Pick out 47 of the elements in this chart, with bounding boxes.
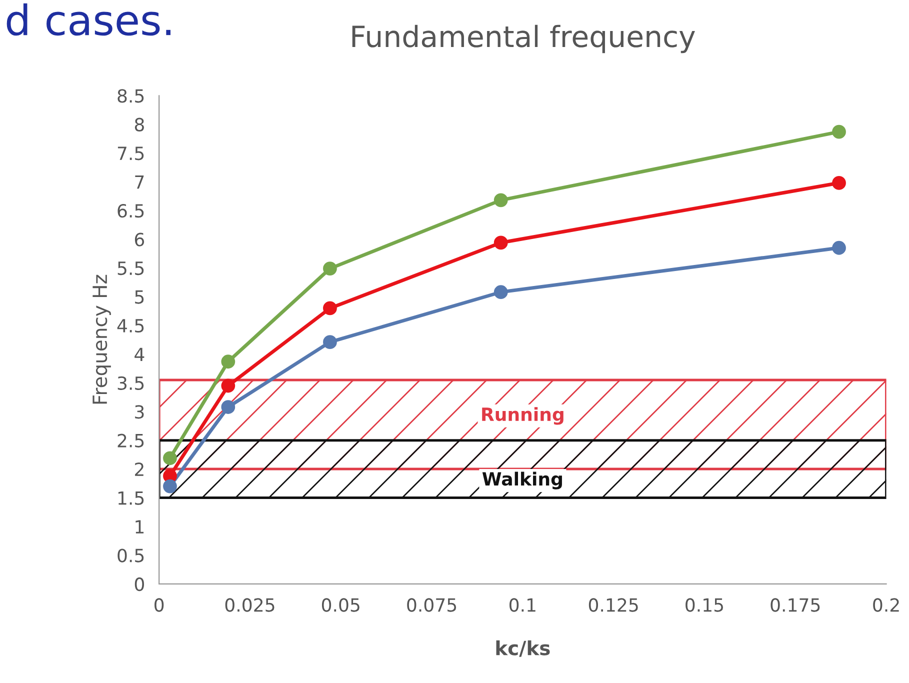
y-tick-label: 5: [135, 290, 144, 304]
point: [494, 236, 508, 250]
point: [832, 176, 846, 190]
y-tick-label: 2: [135, 462, 144, 476]
y-tick-label: 1.5: [118, 491, 144, 505]
point: [832, 240, 846, 255]
x-tick-label: 0.125: [588, 598, 638, 612]
point: [323, 335, 337, 350]
y-tick-label: 1: [136, 520, 144, 534]
x-tick-label: 0.025: [225, 598, 274, 612]
y-axis-title: Frequency Hz: [92, 274, 111, 404]
x-tick-label: 0.15: [686, 598, 723, 612]
point: [221, 378, 236, 393]
y-tick-label: 4: [134, 348, 144, 362]
point: [494, 285, 508, 300]
y-tick-label: 5.5: [118, 262, 144, 276]
point: [163, 479, 177, 494]
y-tick-label: 6.5: [118, 204, 144, 218]
y-tick-label: 7.5: [118, 146, 144, 160]
x-tick-label: 0: [154, 598, 164, 612]
x-tick-label: 0.175: [770, 598, 820, 612]
x-tick-label: 0.05: [322, 598, 360, 612]
y-tick-label: 6: [134, 232, 144, 246]
point: [163, 451, 177, 466]
y-tick-label: 3.5: [118, 376, 144, 390]
x-tick-label: 0.2: [873, 598, 899, 612]
band-label: Running: [482, 407, 564, 425]
text: d cases.: [6, 3, 170, 36]
y-tick-label: 7: [135, 175, 144, 189]
y-tick-label: 4.5: [117, 319, 144, 333]
point: [832, 124, 846, 139]
x-axis-title: kc/ks: [496, 640, 550, 657]
y-tick-label: 8.5: [118, 89, 144, 103]
band-label: Walking: [482, 472, 562, 490]
y-tick-label: 0.5: [118, 548, 144, 562]
point: [323, 262, 337, 276]
chart-title: Fundamental frequency: [352, 24, 695, 54]
point: [221, 400, 236, 414]
y-tick-label: 8: [134, 118, 144, 132]
point: [494, 193, 508, 208]
x-tick-label: 0.075: [407, 598, 456, 612]
y-tick-label: 0: [134, 577, 144, 592]
point: [221, 354, 236, 369]
point: [323, 301, 337, 316]
y-tick-label: 2.5: [118, 434, 144, 448]
y-tick-label: 3: [135, 405, 144, 419]
x-tick-label: 0.1: [510, 598, 536, 612]
